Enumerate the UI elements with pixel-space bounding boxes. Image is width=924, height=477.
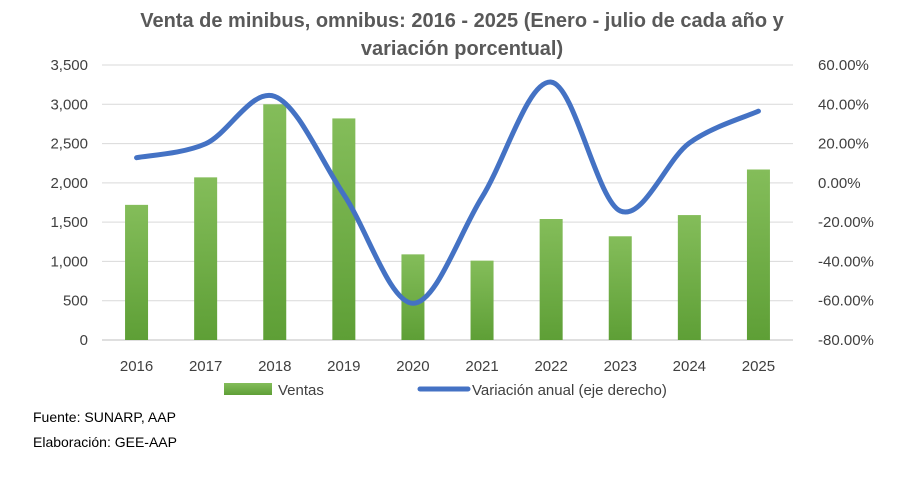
left-tick-label: 1,000 [50,253,88,270]
x-tick-label: 2018 [258,358,291,375]
bar-ventas [125,204,149,340]
bar-ventas [263,104,287,341]
x-tick-label: 2016 [120,358,153,375]
chart-title-line-1: Venta de minibus, omnibus: 2016 - 2025 (… [140,10,784,32]
line-series [134,79,761,306]
x-tick-label: 2019 [327,358,360,375]
right-tick-label: -60.00% [818,293,874,310]
line-variacion [134,79,761,306]
right-tick-label: 0.00% [818,175,861,192]
legend: Ventas Variación anual (eje derecho) [224,382,667,399]
x-tick-label: 2023 [604,358,637,375]
left-axis: 0 500 1,000 1,500 2,000 2,500 3,000 3,500 [50,57,88,349]
bar-ventas [677,215,701,340]
left-tick-label: 3,500 [50,57,88,74]
bar-ventas [608,236,632,340]
left-tick-label: 3,000 [50,96,88,113]
right-tick-label: -20.00% [818,214,874,231]
right-tick-label: 20.00% [818,136,869,153]
legend-label-variacion: Variación anual (eje derecho) [472,382,667,399]
source-note: Fuente: SUNARP, AAP [33,409,176,425]
right-tick-label: 60.00% [818,57,869,74]
right-tick-label: -40.00% [818,253,874,270]
chart-title-line-2: variación porcentual) [361,38,563,60]
bar-ventas [470,260,494,340]
elaboration-note: Elaboración: GEE-AAP [33,434,177,450]
left-tick-label: 500 [63,293,88,310]
bar-ventas [194,177,218,340]
bar-ventas [332,118,356,340]
right-tick-label: -80.00% [818,332,874,349]
x-tick-label: 2020 [396,358,429,375]
left-tick-label: 1,500 [50,214,88,231]
x-tick-label: 2017 [189,358,222,375]
x-tick-label: 2021 [465,358,498,375]
legend-label-ventas: Ventas [278,382,324,399]
left-tick-label: 2,000 [50,175,88,192]
bar-ventas [401,254,425,340]
left-tick-label: 2,500 [50,136,88,153]
bar-ventas [539,219,563,340]
bar-ventas [746,169,770,340]
left-tick-label: 0 [80,332,88,349]
x-tick-label: 2022 [534,358,567,375]
right-tick-label: 40.00% [818,96,869,113]
x-axis: 2016 2017 2018 2019 2020 2021 2022 2023 2024 2025 [120,358,775,375]
right-axis: -80.00% -60.00% -40.00% -20.00% 0.00% 20.00% 4… [818,57,874,349]
bar-series [125,104,770,341]
x-tick-label: 2025 [742,358,775,375]
x-tick-label: 2024 [673,358,706,375]
legend-swatch-ventas [224,383,272,395]
